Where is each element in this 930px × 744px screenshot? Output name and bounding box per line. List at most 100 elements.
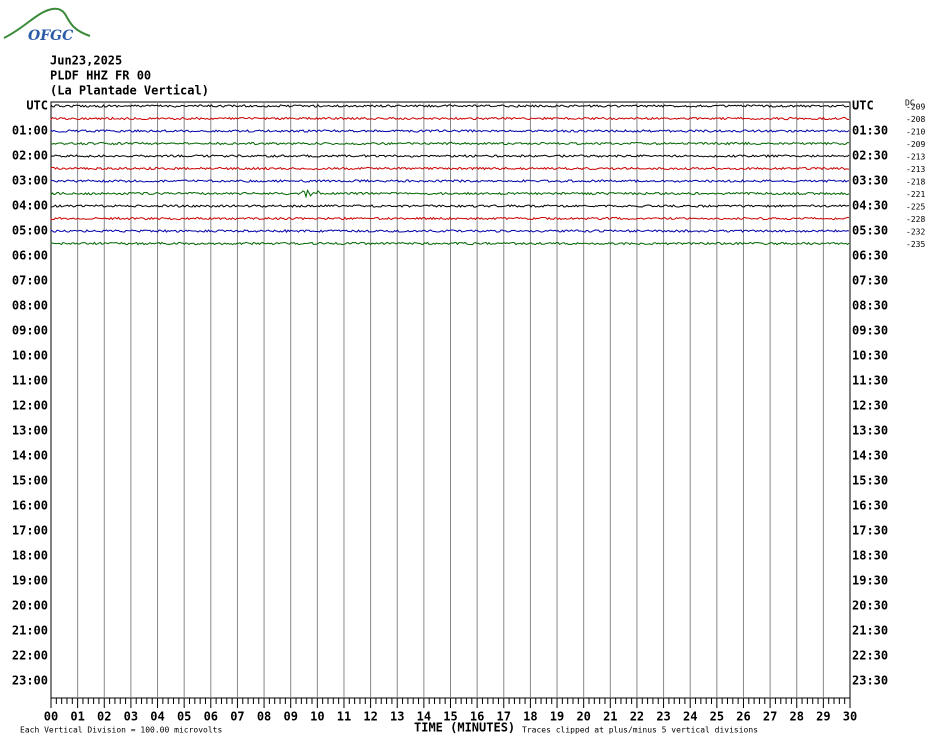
dc-value: -218 [906,178,925,187]
minute-label: 21 [603,710,617,724]
trace [50,229,850,233]
right-label: 07:30 [852,274,888,288]
minute-label: 25 [710,710,724,724]
right-label: 06:30 [852,249,888,263]
right-label: 22:30 [852,649,888,663]
minute-label: 20 [576,710,590,724]
minute-label: 05 [177,710,191,724]
left-label: 10:00 [12,349,48,363]
minute-label: 19 [550,710,564,724]
left-label: 16:00 [12,499,48,513]
minute-label: 23 [656,710,670,724]
left-label: 23:00 [12,674,48,688]
minute-label: 08 [257,710,271,724]
left-label: 21:00 [12,624,48,638]
minute-label: 18 [523,710,537,724]
right-label: 23:30 [852,674,888,688]
left-label: 18:00 [12,549,48,563]
right-label: UTC [852,99,874,113]
minute-label: 14 [417,710,431,724]
dc-value: -213 [906,165,925,174]
right-label: 14:30 [852,449,888,463]
trace [50,179,850,183]
right-label: 16:30 [852,499,888,513]
date: Jun23,2025 [50,54,122,68]
right-label: 19:30 [852,574,888,588]
dc-title: DC [905,99,915,108]
minute-label: 10 [310,710,324,724]
minute-label: 16 [470,710,484,724]
left-label: 20:00 [12,599,48,613]
minute-label: 06 [204,710,218,724]
right-label: 11:30 [852,374,888,388]
dc-value: -232 [906,228,925,237]
minute-label: 02 [97,710,111,724]
right-label: 21:30 [852,624,888,638]
dc-value: -228 [906,215,925,224]
logo: OFGC [28,28,73,44]
left-label: 22:00 [12,649,48,663]
minute-label: 01 [70,710,84,724]
right-label: 10:30 [852,349,888,363]
minute-label: 00 [44,710,58,724]
left-label: 19:00 [12,574,48,588]
dc-value: -209 [906,140,925,149]
minute-label: 12 [363,710,377,724]
right-label: 08:30 [852,299,888,313]
left-label: 02:00 [12,149,48,163]
minute-label: 29 [816,710,830,724]
location: (La Plantade Vertical) [50,84,209,98]
minute-label: 22 [630,710,644,724]
minute-label: 13 [390,710,404,724]
station: PLDF HHZ FR 00 [50,69,151,83]
minute-label: 30 [843,710,857,724]
minute-label: 09 [283,710,297,724]
logo-curve [3,7,91,39]
left-label: 17:00 [12,524,48,538]
right-label: 13:30 [852,424,888,438]
right-label: 09:30 [852,324,888,338]
left-label: 08:00 [12,299,48,313]
dc-value: -213 [906,153,925,162]
right-label: 20:30 [852,599,888,613]
dc-value: -210 [906,128,925,137]
left-label: 05:00 [12,224,48,238]
clip-note: Traces clipped at plus/minus 5 vertical … [522,726,758,735]
right-label: 02:30 [852,149,888,163]
right-label: 17:30 [852,524,888,538]
minute-label: 07 [230,710,244,724]
left-label: 13:00 [12,424,48,438]
dc-value: -225 [906,203,925,212]
trace [50,141,850,146]
minute-label: 15 [443,710,457,724]
left-label: UTC [26,99,48,113]
left-label: 15:00 [12,474,48,488]
minute-label: 24 [683,710,697,724]
trace [50,204,850,208]
minute-label: 28 [790,710,804,724]
scale-note: Each Vertical Division = 100.00 microvol… [20,726,222,735]
trace [50,216,850,221]
right-label: 03:30 [852,174,888,188]
trace [50,241,850,246]
trace [50,103,850,108]
left-label: 12:00 [12,399,48,413]
left-label: 04:00 [12,199,48,213]
minute-label: 04 [150,710,164,724]
minute-label: 11 [337,710,351,724]
dc-value: -209 [906,103,925,112]
trace [50,116,850,121]
right-label: 01:30 [852,124,888,138]
axis-title: TIME (MINUTES) [414,721,515,735]
trace [50,166,850,171]
dc-value: -208 [906,115,925,124]
trace [50,129,850,133]
right-label: 15:30 [852,474,888,488]
right-label: 18:30 [852,549,888,563]
left-label: 06:00 [12,249,48,263]
minute-label: 03 [124,710,138,724]
dc-value: -235 [906,240,925,249]
left-label: 09:00 [12,324,48,338]
trace [50,154,850,158]
